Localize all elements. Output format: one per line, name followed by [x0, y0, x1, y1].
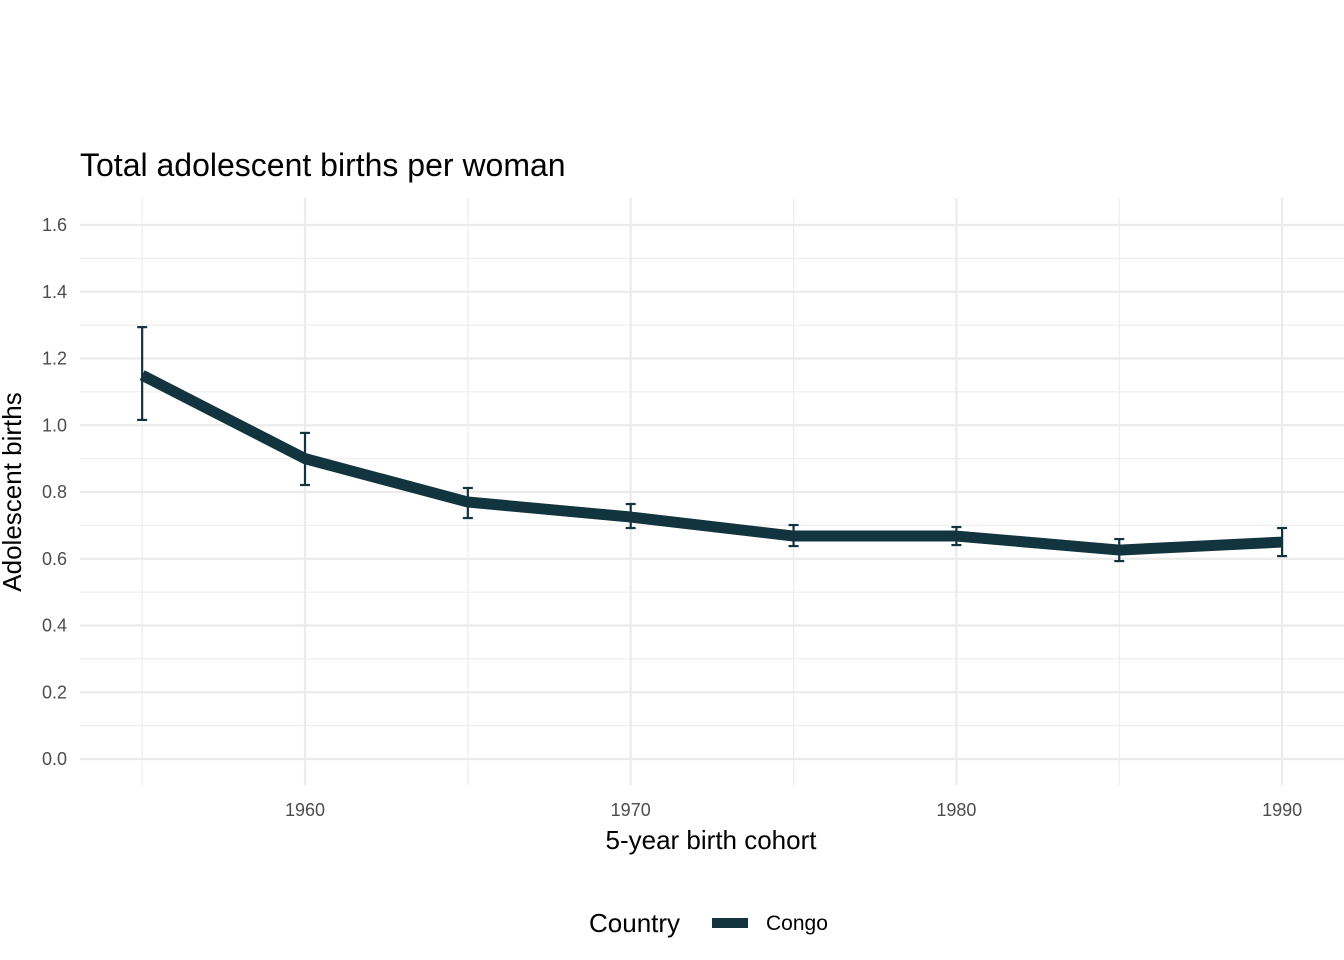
y-tick-label: 0.4 [42, 616, 67, 636]
y-tick-label: 1.2 [42, 349, 67, 369]
legend: Country Congo [589, 908, 828, 938]
x-tick-label: 1980 [936, 800, 976, 820]
series-line-congo [139, 370, 1283, 556]
chart-title: Total adolescent births per woman [80, 147, 566, 183]
x-tick-label: 1970 [611, 800, 651, 820]
y-tick-label: 0.0 [42, 749, 67, 769]
x-tick-labels: 1960 1970 1980 1990 [285, 800, 1302, 820]
x-tick-label: 1990 [1262, 800, 1302, 820]
y-tick-label: 0.8 [42, 482, 67, 502]
y-tick-labels: 0.0 0.2 0.4 0.6 0.8 1.0 1.2 1.4 1.6 [42, 215, 67, 769]
y-tick-label: 0.6 [42, 549, 67, 569]
grid [80, 198, 1344, 785]
y-tick-label: 1.0 [42, 415, 67, 435]
series-layer [137, 326, 1288, 563]
y-axis-label: Adolescent births [0, 392, 27, 591]
y-tick-label: 1.4 [42, 282, 67, 302]
y-tick-label: 0.2 [42, 682, 67, 702]
x-tick-label: 1960 [285, 800, 325, 820]
x-axis-label: 5-year birth cohort [606, 825, 818, 855]
y-tick-label: 1.6 [42, 215, 67, 235]
error-bar [137, 326, 148, 422]
legend-title: Country [589, 908, 680, 938]
legend-label-congo: Congo [766, 912, 828, 935]
